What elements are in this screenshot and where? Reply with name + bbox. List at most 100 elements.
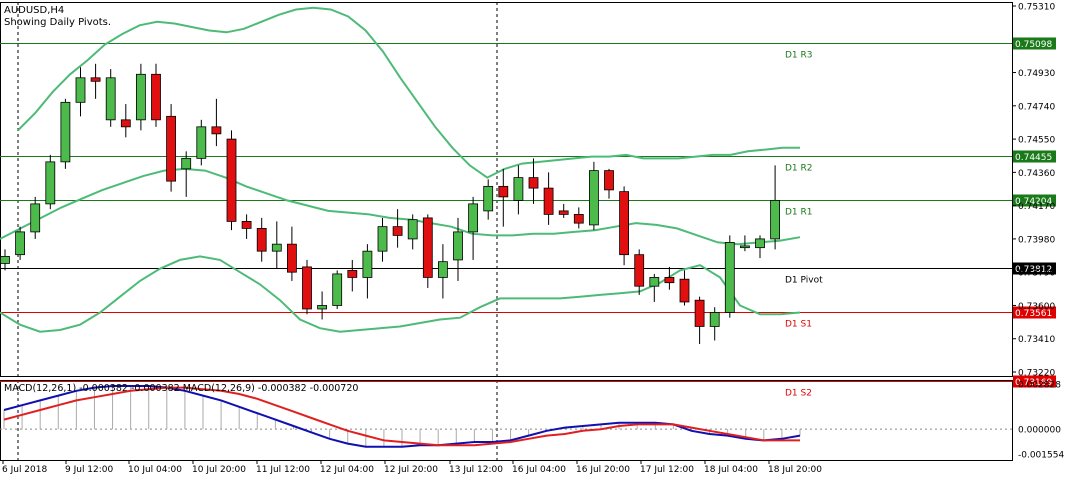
candle-body bbox=[30, 203, 41, 233]
candle-body bbox=[332, 273, 343, 306]
candle-body bbox=[589, 170, 599, 226]
candle-body bbox=[724, 242, 735, 313]
price-tick-label: 0.74170 bbox=[1018, 202, 1055, 212]
candle-body bbox=[407, 219, 418, 240]
candle-body bbox=[75, 77, 86, 103]
macd-tick-label: -0.001554 bbox=[1018, 451, 1064, 461]
price-tick-label: 0.73220 bbox=[1018, 369, 1055, 379]
candle-body bbox=[528, 177, 539, 189]
time-tick-label: 16 Jul 20:00 bbox=[576, 465, 630, 475]
macd-signal-line bbox=[3, 386, 800, 447]
macd-label: MACD(12,26,1) -0.000382 -0.000382 MACD(1… bbox=[4, 383, 358, 394]
symbol-label: AUDUSD,H4 bbox=[4, 5, 64, 16]
pivot-price-tag bbox=[1013, 262, 1056, 275]
price-tick-label: 0.73980 bbox=[1018, 235, 1055, 245]
candle-body bbox=[619, 191, 629, 256]
candle-body bbox=[226, 138, 237, 222]
candle-body bbox=[392, 226, 403, 236]
candle-body bbox=[740, 245, 750, 249]
price-tick-label: 0.74550 bbox=[1018, 136, 1055, 146]
pivot-price-label: 0.74455 bbox=[1015, 153, 1052, 163]
candle-body bbox=[135, 73, 146, 121]
time-tick-label: 12 Jul 20:00 bbox=[384, 465, 438, 475]
pivot-price-label: 0.75098 bbox=[1015, 40, 1052, 50]
candle-body bbox=[362, 250, 373, 278]
candle-body bbox=[573, 213, 584, 224]
price-tick-label: 0.73600 bbox=[1018, 302, 1055, 312]
time-tick-label: 18 Jul 20:00 bbox=[768, 465, 822, 475]
candle-body bbox=[483, 185, 494, 212]
candle-body bbox=[468, 203, 479, 233]
time-tick-label: 11 Jul 12:00 bbox=[256, 465, 310, 475]
candle-body bbox=[196, 126, 207, 159]
pivot-price-tag bbox=[1013, 375, 1056, 388]
price-tick-label: 0.73790 bbox=[1018, 269, 1055, 279]
pivot-price-label: 0.73812 bbox=[1015, 265, 1052, 275]
time-tick-label: 10 Jul 04:00 bbox=[128, 465, 182, 475]
pivot-price-tag bbox=[1013, 194, 1056, 207]
price-tick-label: 0.73410 bbox=[1018, 335, 1055, 345]
candle-body bbox=[664, 277, 675, 284]
pivot-price-label: 0.73169 bbox=[1015, 378, 1052, 388]
time-tick-label: 10 Jul 20:00 bbox=[192, 465, 246, 475]
candle-body bbox=[498, 185, 509, 198]
time-tick-label: 18 Jul 04:00 bbox=[704, 465, 758, 475]
candle-body bbox=[15, 231, 26, 256]
candle-body bbox=[181, 157, 192, 170]
pivot-price-tag bbox=[1013, 150, 1056, 163]
candle-body bbox=[634, 254, 645, 287]
time-tick-label: 16 Jul 04:00 bbox=[512, 465, 566, 475]
time-tick-label: 6 Jul 2018 bbox=[2, 465, 47, 475]
pivot-name-label: D1 R2 bbox=[785, 164, 813, 174]
candle-body bbox=[513, 177, 524, 201]
candle-body bbox=[0, 256, 10, 264]
candle-body bbox=[256, 228, 267, 252]
candle-body bbox=[377, 226, 388, 252]
bollinger-middle-band bbox=[0, 167, 801, 246]
pivot-price-tag bbox=[1013, 37, 1056, 50]
candle-body bbox=[558, 210, 569, 215]
price-tick-label: 0.74740 bbox=[1018, 102, 1055, 112]
price-tick-label: 0.74930 bbox=[1018, 69, 1055, 79]
candle-body bbox=[755, 238, 765, 249]
pivot-name-label: D1 R1 bbox=[785, 208, 813, 218]
time-tick-label: 12 Jul 04:00 bbox=[320, 465, 374, 475]
price-tick-label: 0.75310 bbox=[1018, 3, 1055, 13]
candle-body bbox=[286, 243, 297, 273]
time-tick-label: 17 Jul 12:00 bbox=[640, 465, 694, 475]
candle-body bbox=[60, 101, 71, 163]
candle-body bbox=[317, 305, 328, 310]
candle-body bbox=[649, 277, 660, 287]
macd-tick-label: 0.002828 bbox=[1018, 381, 1061, 391]
pivot-name-label: D1 R3 bbox=[785, 51, 813, 61]
candle-body bbox=[105, 77, 116, 121]
candle-body bbox=[694, 299, 705, 327]
candle-body bbox=[211, 126, 222, 135]
candle-body bbox=[302, 266, 312, 310]
candle-body bbox=[347, 270, 358, 278]
time-tick-label: 9 Jul 12:00 bbox=[65, 465, 114, 475]
candle-body bbox=[120, 119, 131, 128]
candle-body bbox=[709, 312, 720, 327]
candle-body bbox=[543, 187, 554, 215]
candle-body bbox=[241, 220, 252, 229]
main-panel-frame bbox=[0, 2, 1013, 377]
candle-body bbox=[45, 161, 56, 205]
candle-body bbox=[151, 73, 161, 121]
macd-panel-frame bbox=[0, 380, 1013, 461]
candle-body bbox=[422, 217, 433, 278]
pivot-price-tag bbox=[1013, 306, 1056, 319]
pivot-price-label: 0.74204 bbox=[1015, 197, 1052, 207]
bollinger-upper-band bbox=[17, 6, 800, 179]
candle-body bbox=[90, 77, 101, 82]
price-tick-label: 0.74360 bbox=[1018, 169, 1055, 179]
time-tick-label: 13 Jul 12:00 bbox=[449, 465, 503, 475]
pivot-name-label: D1 S2 bbox=[785, 389, 812, 399]
candle-body bbox=[679, 278, 690, 303]
candle-body bbox=[604, 170, 614, 191]
candle-body bbox=[770, 199, 780, 240]
candle-body bbox=[437, 261, 448, 278]
pivot-name-label: D1 Pivot bbox=[785, 276, 823, 286]
